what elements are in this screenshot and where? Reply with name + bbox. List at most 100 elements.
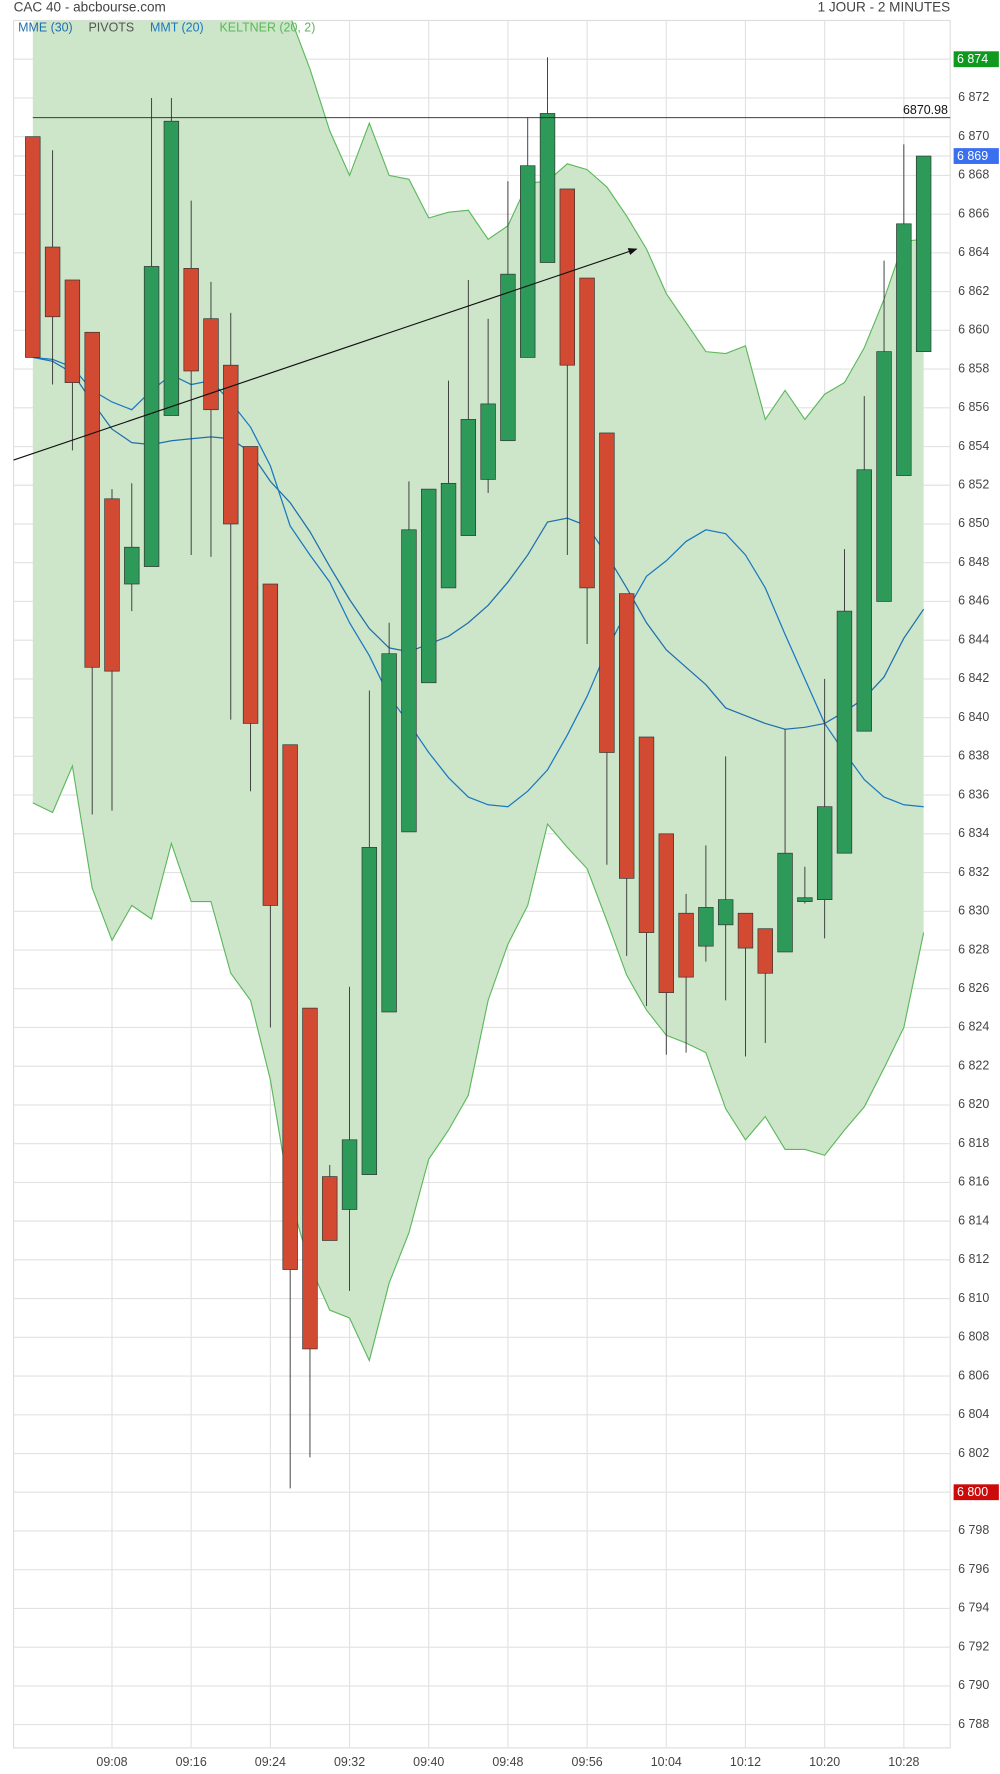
candle-body: [619, 593, 635, 879]
y-tick-label: 6 834: [958, 826, 989, 840]
candle-body: [599, 432, 615, 753]
y-tick-label: 6 844: [958, 632, 989, 646]
y-tick-label: 6 788: [958, 1717, 989, 1731]
y-tick-label: 6 810: [958, 1291, 989, 1305]
keltner-layer: [32, 20, 925, 1363]
candle-body: [559, 188, 575, 366]
candle-body: [203, 318, 219, 411]
candle-body: [163, 120, 180, 416]
candle-body: [124, 546, 140, 585]
y-tick-label: 6 842: [958, 671, 989, 685]
price-badge: [953, 148, 999, 164]
y-tick-label: 6 828: [958, 942, 989, 956]
y-tick-label: 6 856: [958, 400, 989, 414]
candle-body: [579, 277, 595, 589]
candle-body: [302, 1007, 318, 1350]
candle-body: [678, 912, 694, 978]
candle-body: [440, 482, 457, 589]
candle-body: [658, 833, 674, 993]
candle-body: [520, 165, 536, 358]
y-tick-label: 6 864: [958, 245, 989, 259]
candle-body: [44, 246, 61, 318]
legend-entry: MMT (20): [150, 21, 204, 35]
candle-body: [717, 899, 734, 926]
candle-body: [421, 488, 437, 684]
candle-body: [143, 266, 160, 567]
candle-body: [25, 136, 41, 358]
candle-body: [500, 273, 516, 442]
y-tick-label: 6 870: [958, 129, 989, 143]
candle-body: [638, 736, 655, 933]
y-tick-label: 6 840: [958, 710, 989, 724]
candle-body: [460, 419, 477, 536]
price-badge: [953, 1484, 999, 1501]
x-tick-label: 10:28: [888, 1755, 919, 1769]
candle-body: [242, 446, 259, 724]
x-tick-label: 09:40: [413, 1755, 444, 1769]
level-label: 6870.98: [903, 103, 948, 117]
x-tick-label: 09:08: [96, 1755, 127, 1769]
y-tick-label: 6 846: [958, 594, 989, 608]
candle-body: [361, 847, 378, 1175]
y-tick-label: 6 836: [958, 787, 989, 801]
candle-body: [381, 653, 397, 1013]
y-tick-label: 6 806: [958, 1368, 989, 1382]
y-tick-label: 6 820: [958, 1097, 989, 1111]
candle-body: [64, 279, 81, 383]
y-tick-label: 6 838: [958, 749, 989, 763]
y-tick-label: 6 848: [958, 555, 989, 569]
candle-body: [223, 364, 239, 525]
x-tick-label: 10:12: [730, 1755, 761, 1769]
price-badge-label: 6 800: [957, 1485, 988, 1499]
y-tick-label: 6 860: [958, 323, 989, 337]
candle-body: [84, 331, 100, 668]
x-tick-label: 10:20: [809, 1755, 840, 1769]
keltner-fill: [32, 20, 924, 1361]
candle-body: [737, 912, 754, 949]
candle-body: [282, 744, 298, 1270]
candle-body: [480, 403, 496, 480]
trend-line: [13, 248, 638, 461]
x-tick-label: 10:04: [651, 1755, 682, 1769]
y-tick-label: 6 804: [958, 1407, 989, 1421]
y-tick-label: 6 850: [958, 516, 989, 530]
y-tick-label: 6 814: [958, 1213, 989, 1227]
candle-body: [915, 155, 932, 352]
keltner-upper: [291, 20, 924, 421]
y-tick-label: 6 790: [958, 1678, 989, 1692]
chart-subtitle: 1 JOUR - 2 MINUTES: [818, 0, 951, 15]
y-tick-label: 6 822: [958, 1058, 989, 1072]
y-tick-label: 6 816: [958, 1175, 989, 1189]
candle-body: [896, 223, 912, 476]
y-tick-label: 6 824: [958, 1020, 989, 1034]
candle-body: [816, 806, 833, 901]
x-tick-label: 09:48: [492, 1755, 523, 1769]
legend: MME (30) PIVOTS MMT (20) KELTNER (20, 2): [18, 21, 315, 35]
x-tick-label: 09:24: [255, 1755, 286, 1769]
y-tick-label: 6 808: [958, 1330, 989, 1344]
x-tick-label: 09:32: [334, 1755, 365, 1769]
candle-body: [797, 897, 813, 902]
price-badge: [953, 51, 999, 68]
y-tick-label: 6 872: [958, 90, 989, 104]
y-tick-label: 6 796: [958, 1562, 989, 1576]
y-tick-label: 6 792: [958, 1639, 989, 1653]
candle-body: [539, 113, 556, 263]
y-tick-label: 6 868: [958, 168, 989, 182]
legend-entry: KELTNER (20, 2): [220, 21, 316, 35]
y-tick-label: 6 818: [958, 1136, 989, 1150]
y-tick-label: 6 854: [958, 439, 989, 453]
candle-body: [183, 268, 199, 372]
candle-body: [341, 1139, 358, 1210]
candle-body: [322, 1176, 338, 1241]
chart-title: CAC 40 - abcbourse.com: [14, 0, 166, 15]
y-tick-label: 6 858: [958, 361, 989, 375]
moving-average: [32, 356, 924, 808]
candle-body: [757, 928, 773, 974]
candle-body: [262, 583, 279, 906]
candle-body: [856, 469, 872, 732]
y-tick-label: 6 852: [958, 478, 989, 492]
x-tick-label: 09:16: [176, 1755, 207, 1769]
